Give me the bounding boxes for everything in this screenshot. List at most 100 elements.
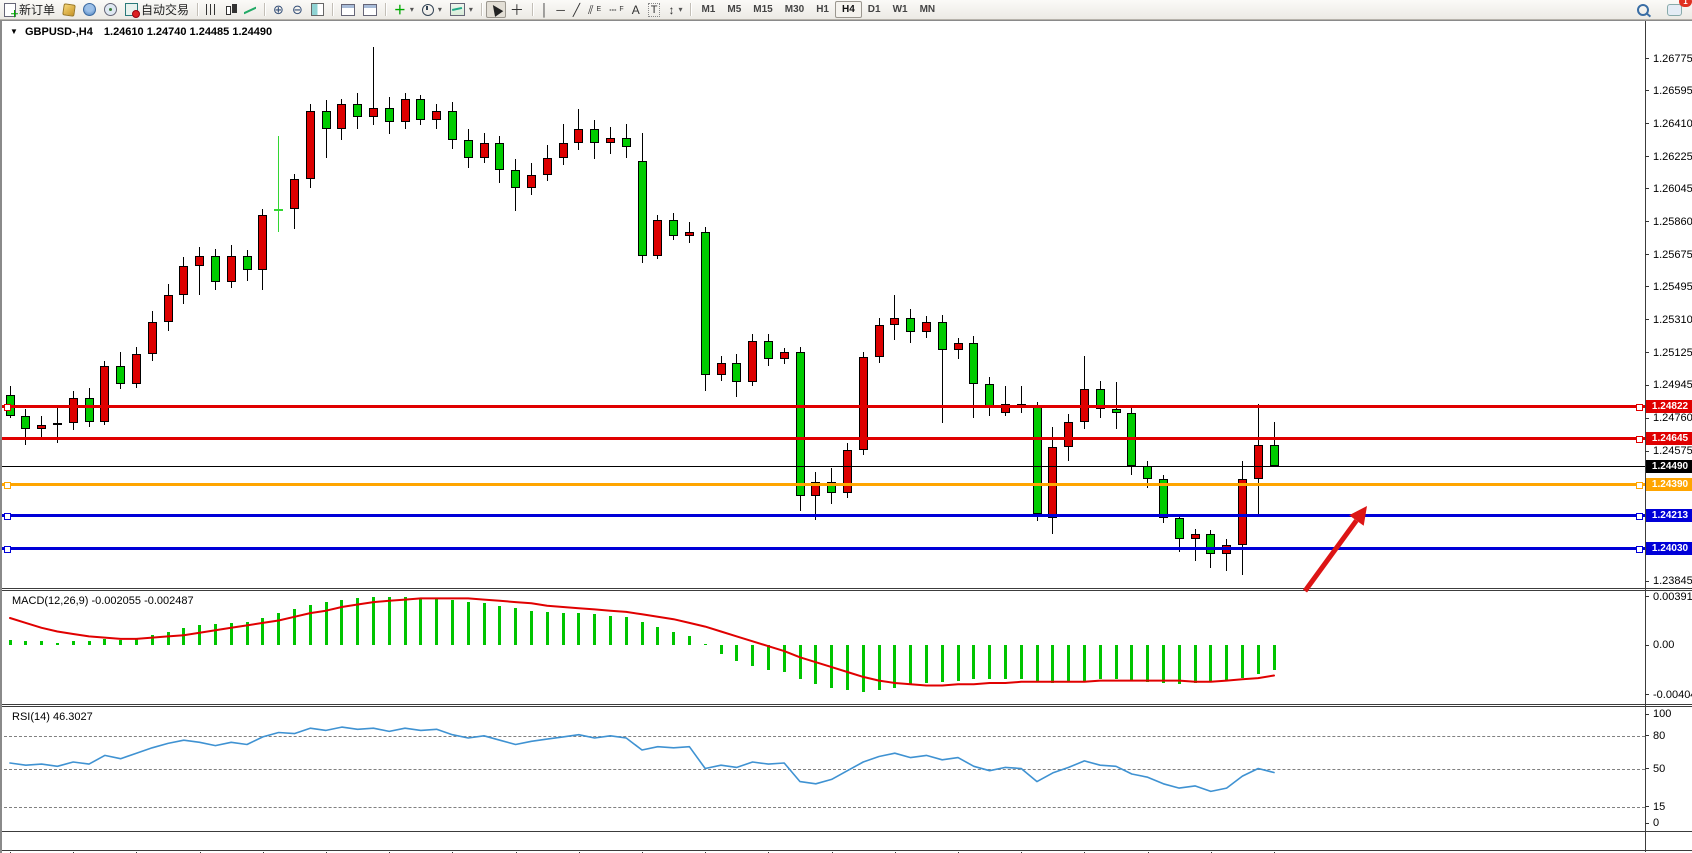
- timeframe-button-m30[interactable]: M30: [784, 4, 805, 15]
- vertical-line-button[interactable]: │: [537, 1, 553, 18]
- macd-histogram-bar: [435, 598, 439, 645]
- arrows-button[interactable]: ↕ ▾: [664, 1, 686, 18]
- dropdown-arrow-icon: ▾: [468, 5, 473, 14]
- zoom-out-icon: ⊖: [291, 2, 303, 17]
- macd-histogram-bar: [1209, 645, 1213, 682]
- timeframe-button-h4[interactable]: H4: [834, 1, 862, 18]
- candle-up: [258, 214, 268, 270]
- annotation-arrow-shaft[interactable]: [1302, 519, 1359, 593]
- hline-handle[interactable]: [1636, 404, 1643, 412]
- candle-up: [890, 318, 900, 326]
- text-label-button[interactable]: T: [644, 1, 665, 18]
- trendline-icon: ╱: [572, 2, 581, 17]
- profile-button[interactable]: [79, 1, 100, 18]
- timeframe-button-mn[interactable]: MN: [919, 4, 936, 15]
- macd-histogram-bar: [1082, 645, 1086, 681]
- timeframe-button-w1[interactable]: W1: [892, 4, 908, 15]
- signal-button[interactable]: [100, 1, 121, 18]
- macd-histogram-bar: [830, 645, 834, 688]
- new-order-button[interactable]: 新订单: [0, 1, 59, 20]
- chart-ohlc-values: 1.24610 1.24740 1.24485 1.24490: [103, 26, 273, 38]
- bar-chart-icon: [206, 4, 218, 15]
- candle-up: [1064, 421, 1074, 447]
- timeframe-button-m1[interactable]: M1: [701, 4, 716, 15]
- add-indicator-button[interactable]: ＋ ▾: [390, 1, 418, 18]
- fibonacci-icon: ┄: [609, 2, 617, 17]
- rsi-tick-label: 100: [1653, 708, 1672, 720]
- notification-badge: 1: [1679, 0, 1692, 7]
- pane-border-rsi: [2, 831, 1692, 832]
- hline-handle[interactable]: [4, 545, 11, 553]
- candlestick-button[interactable]: [221, 1, 240, 18]
- macd-histogram-bar: [119, 640, 123, 645]
- hline-handle[interactable]: [1636, 436, 1643, 443]
- candle-down: [1158, 478, 1168, 518]
- search-button[interactable]: [1633, 1, 1653, 18]
- price-tick-label: 1.26775: [1653, 52, 1692, 65]
- periods-button[interactable]: ▾: [418, 1, 446, 18]
- autotrade-button[interactable]: 自动交易: [121, 1, 193, 18]
- macd-histogram-bar: [498, 605, 502, 645]
- trendline-button[interactable]: ╱: [569, 1, 584, 18]
- bar-chart-button[interactable]: [202, 1, 221, 18]
- template-icon: [449, 3, 465, 16]
- hline-1.24390[interactable]: [2, 482, 1645, 486]
- hline-1.24645[interactable]: [2, 437, 1645, 440]
- candle-up: [1253, 444, 1263, 479]
- zoom-in-button[interactable]: ⊕: [269, 1, 288, 18]
- rsi-indicator-label: RSI(14) 46.3027: [12, 711, 93, 723]
- candle-up: [163, 294, 173, 322]
- timeframe-button-m5[interactable]: M5: [727, 4, 742, 15]
- hline-handle[interactable]: [4, 513, 11, 521]
- timeframe-button-m15[interactable]: M15: [753, 4, 773, 15]
- tile-windows-button[interactable]: [307, 1, 328, 18]
- tick-chart-button[interactable]: [59, 1, 79, 18]
- candle-up: [289, 178, 299, 210]
- hline-1.24213[interactable]: [2, 514, 1645, 518]
- rsi-level-line: [4, 735, 1645, 737]
- hline-handle[interactable]: [1636, 513, 1643, 521]
- price-axis-line[interactable]: [1645, 21, 1646, 852]
- candle-down: [1032, 407, 1042, 515]
- equidistant-channel-button[interactable]: ⫽ E: [588, 2, 602, 17]
- candle-up: [337, 104, 347, 130]
- macd-histogram-bar: [956, 645, 960, 681]
- fibonacci-button[interactable]: ┄ F: [609, 2, 624, 17]
- line-chart-button[interactable]: [240, 1, 260, 18]
- arrange-windows-button[interactable]: [359, 1, 381, 18]
- price-tick: [1645, 156, 1649, 158]
- macd-histogram-bar: [1130, 645, 1134, 681]
- text-button[interactable]: A: [628, 1, 644, 18]
- hline-1.24822[interactable]: [2, 405, 1645, 409]
- horizontal-line-button[interactable]: ─: [552, 1, 569, 18]
- candle-up: [684, 232, 694, 237]
- price-box-1.24822: 1.24822: [1646, 400, 1692, 414]
- macd-histogram-bar: [71, 641, 75, 645]
- notifications-button[interactable]: 1: [1663, 0, 1692, 18]
- macd-histogram-bar: [292, 609, 296, 645]
- macd-histogram-bar: [387, 597, 391, 645]
- candle-up: [1237, 478, 1247, 545]
- template-button[interactable]: ▾: [446, 1, 477, 18]
- chart-window[interactable]: ▼ GBPUSD-,H4 1.24610 1.24740 1.24485 1.2…: [0, 20, 1692, 853]
- hline-handle[interactable]: [4, 481, 11, 489]
- rsi-level-line: [4, 806, 1645, 808]
- cursor-button[interactable]: [485, 1, 506, 18]
- tile-windows-icon: [310, 3, 324, 16]
- hline-1.24490[interactable]: [2, 465, 1645, 467]
- cascade-windows-button[interactable]: [337, 1, 359, 18]
- candle-wick: [199, 246, 201, 295]
- macd-histogram-bar: [308, 604, 312, 645]
- macd-histogram-bar: [909, 645, 913, 686]
- hline-1.24030[interactable]: [2, 546, 1645, 550]
- hline-handle[interactable]: [1636, 545, 1643, 553]
- hline-handle[interactable]: [1636, 481, 1643, 489]
- candle-wick: [372, 46, 374, 126]
- crosshair-icon: ＋: [509, 1, 524, 18]
- zoom-out-button[interactable]: ⊖: [288, 1, 307, 18]
- crosshair-button[interactable]: ＋: [506, 1, 528, 18]
- hline-handle[interactable]: [4, 404, 11, 412]
- macd-histogram-bar: [766, 645, 770, 670]
- timeframe-button-d1[interactable]: D1: [867, 4, 881, 15]
- timeframe-button-h1[interactable]: H1: [816, 4, 829, 15]
